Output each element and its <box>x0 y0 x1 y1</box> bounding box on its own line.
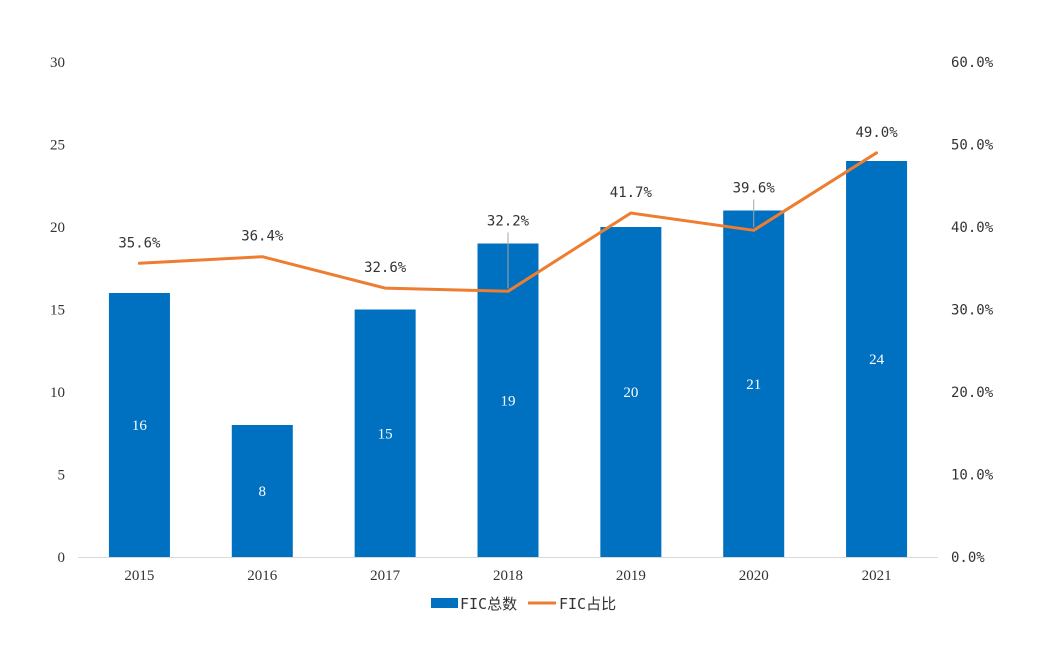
right-axis: 0.0% 10.0% 20.0% 30.0% 40.0% 50.0% 60.0% <box>951 55 994 566</box>
right-tick-label: 60.0% <box>951 55 994 71</box>
bar-value-label: 24 <box>869 352 885 368</box>
bar <box>723 210 785 557</box>
line-value-label: 36.4% <box>241 229 284 245</box>
line-value-label: 39.6% <box>733 181 776 197</box>
line-value-label: 49.0% <box>855 125 898 141</box>
leader-lines <box>507 199 755 289</box>
x-tick-label: 2021 <box>862 568 892 584</box>
right-tick-label: 20.0% <box>951 385 994 401</box>
right-tick-label: 0.0% <box>951 550 985 566</box>
bar-value-label: 16 <box>132 418 148 434</box>
bar <box>600 227 662 557</box>
left-tick-label: 5 <box>58 468 66 484</box>
line-value-label: 35.6% <box>118 235 161 251</box>
x-tick-label: 2015 <box>124 568 154 584</box>
bar <box>108 293 170 557</box>
bar <box>354 309 416 557</box>
right-tick-label: 10.0% <box>951 468 994 484</box>
bar <box>477 243 539 557</box>
bar <box>231 425 293 557</box>
line-series <box>137 151 879 293</box>
line-value-label: 41.7% <box>610 185 653 201</box>
line-data-labels: 35.6% 36.4% 32.6% 32.2% 41.7% 39.6% 49.0% <box>118 125 898 276</box>
right-tick-label: 40.0% <box>951 220 994 236</box>
x-tick-label: 2020 <box>739 568 769 584</box>
legend-label-bar: FIC总数 <box>460 595 517 613</box>
line-value-label: 32.2% <box>487 214 530 230</box>
left-tick-label: 0 <box>58 550 66 566</box>
bar <box>846 161 908 557</box>
left-tick-label: 10 <box>50 385 65 401</box>
right-tick-label: 50.0% <box>951 138 994 154</box>
left-tick-label: 30 <box>50 55 65 71</box>
legend-swatch-bar <box>431 598 458 608</box>
bar-value-label: 19 <box>501 393 516 409</box>
legend: FIC总数 FIC占比 <box>431 595 616 613</box>
x-tick-label: 2018 <box>493 568 523 584</box>
right-tick-label: 30.0% <box>951 303 994 319</box>
line-value-label: 32.6% <box>364 260 407 276</box>
bar-value-label: 20 <box>623 385 638 401</box>
x-tick-label: 2017 <box>370 568 401 584</box>
legend-label-line: FIC占比 <box>559 595 616 613</box>
bar-series <box>108 161 908 557</box>
bar-value-label: 8 <box>259 484 267 500</box>
left-tick-label: 20 <box>50 220 65 236</box>
x-tick-label: 2019 <box>616 568 646 584</box>
bar-value-label: 15 <box>378 426 393 442</box>
left-tick-label: 25 <box>50 138 65 154</box>
x-axis: 2015 2016 2017 2018 2019 2020 2021 <box>124 568 891 584</box>
left-tick-label: 15 <box>50 303 65 319</box>
x-tick-label: 2016 <box>247 568 278 584</box>
bar-data-labels: 16 8 15 19 20 21 24 <box>132 352 885 500</box>
left-axis: 0 5 10 15 20 25 30 <box>50 55 65 566</box>
bar-value-label: 21 <box>746 377 761 393</box>
